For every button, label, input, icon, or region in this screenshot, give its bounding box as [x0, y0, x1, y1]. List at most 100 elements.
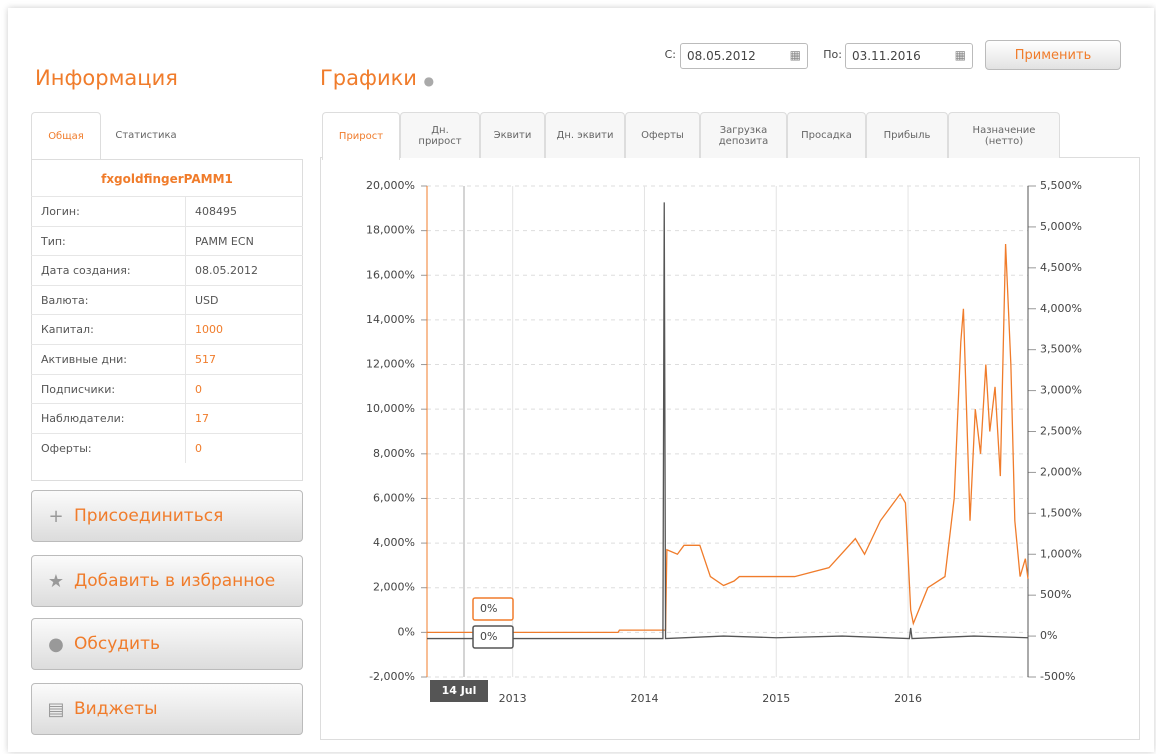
y2-tick-label: 3,000%	[1040, 384, 1082, 397]
account-name: fxgoldfingerPAMM1	[101, 172, 233, 186]
y-tick-label: 2,000%	[373, 581, 415, 594]
button-label: Присоединиться	[74, 506, 224, 526]
row-value: 0	[195, 441, 202, 455]
info-row: Логин: 408495	[31, 196, 303, 226]
annotation: 14 Jul	[442, 684, 477, 697]
y2-tick-label: 0%	[1040, 629, 1057, 642]
chart-tab[interactable]: Просадка	[787, 112, 866, 158]
y-tick-label: 0%	[398, 625, 415, 638]
row-label: Активные дни:	[41, 353, 128, 366]
y2-tick-label: 3,500%	[1040, 343, 1082, 356]
date-to[interactable]: 03.11.2016 ▦	[845, 43, 973, 69]
y2-tick-label: 500%	[1040, 588, 1071, 601]
annotation-box	[472, 625, 514, 649]
annotation: 0%	[480, 630, 497, 643]
x-tick-label: 2014	[630, 692, 658, 705]
calendar-icon[interactable]: ▦	[954, 48, 966, 62]
action-button[interactable]: ★ Добавить в избранное	[31, 555, 303, 607]
button-label: Обсудить	[74, 634, 160, 654]
row-value: 408495	[195, 205, 237, 218]
col-divider	[185, 374, 186, 404]
annotation-box	[472, 597, 514, 621]
series-line	[427, 202, 1029, 640]
chart-tab[interactable]: Назначение (нетто)	[948, 112, 1060, 158]
button-icon: +	[48, 505, 64, 527]
x-hover-box	[430, 680, 488, 702]
x-tick-label: 2016	[894, 692, 922, 705]
charts-title: Графики ●	[320, 66, 434, 90]
row-label: Капитал:	[41, 323, 94, 337]
help-icon[interactable]: ●	[423, 74, 435, 88]
y2-tick-label: 1,500%	[1040, 506, 1082, 519]
from-label: С:	[664, 48, 676, 61]
row-value: 17	[195, 412, 209, 426]
date-to-text: 03.11.2016	[852, 49, 921, 63]
button-label: Виджеты	[74, 699, 158, 719]
info-row: Тип: PAMM ECN	[31, 225, 303, 256]
y2-tick-label: 1,000%	[1040, 547, 1082, 560]
info-box	[31, 159, 303, 481]
chart: 20,000% 18,000% 16,000% 14,000% 12,000% 10,00…	[366, 179, 1082, 705]
action-button[interactable]: ▤ Виджеты	[31, 683, 303, 735]
y-tick-label: 10,000%	[366, 402, 415, 415]
info-row: Оферты: 0	[31, 432, 303, 463]
chart-tab[interactable]: Дн. прирост	[400, 112, 480, 158]
row-value: PAMM ECN	[195, 234, 254, 248]
info-title: Информация	[35, 66, 178, 90]
col-divider	[185, 285, 186, 315]
y-tick-label: 4,000%	[373, 536, 415, 549]
annotation: 0%	[480, 602, 497, 615]
button-label: Добавить в избранное	[74, 571, 276, 591]
action-button[interactable]: + Присоединиться	[31, 490, 303, 542]
col-divider	[185, 256, 186, 286]
chart-tab[interactable]: Загрузка депозита	[700, 112, 787, 158]
y2-tick-label: 2,500%	[1040, 425, 1082, 438]
row-value: 08.05.2012	[195, 264, 258, 278]
info-row: Капитал: 1000	[31, 314, 303, 345]
col-divider	[185, 345, 186, 374]
info-row: Дата создания: 08.05.2012	[31, 255, 303, 286]
y-tick-label: 8,000%	[373, 447, 415, 460]
col-divider	[185, 226, 186, 256]
x-tick-label: 2013	[499, 692, 527, 705]
row-value: USD	[195, 293, 219, 307]
chart-tab[interactable]: Эквити	[480, 112, 545, 158]
to-label: По:	[823, 48, 842, 61]
calendar-icon[interactable]: ▦	[789, 48, 801, 62]
col-divider	[185, 433, 186, 463]
y-tick-label: 18,000%	[366, 224, 415, 237]
chart-tab[interactable]: Оферты	[625, 112, 700, 158]
apply-button[interactable]: Применить	[985, 40, 1121, 70]
row-label: Логин:	[41, 205, 80, 218]
chart-tab[interactable]: Дн. эквити	[545, 112, 625, 158]
col-divider	[185, 315, 186, 345]
y-tick-label: 6,000%	[373, 491, 415, 504]
date-from[interactable]: 08.05.2012 ▦	[680, 43, 808, 69]
y2-tick-label: -500%	[1040, 670, 1075, 683]
tab[interactable]: Статистика	[115, 129, 177, 141]
row-label: Наблюдатели:	[41, 412, 125, 426]
row-value: 1000	[195, 323, 223, 337]
y-tick-label: 16,000%	[366, 268, 415, 281]
row-label: Подписчики:	[41, 382, 116, 396]
chart-tab[interactable]: Прибыль	[866, 112, 948, 158]
y-tick-label: 20,000%	[366, 179, 415, 192]
y-tick-label: -2,000%	[369, 670, 415, 683]
col-divider	[185, 197, 186, 226]
y2-tick-label: 2,000%	[1040, 465, 1082, 478]
y-tick-label: 14,000%	[366, 313, 415, 326]
action-button[interactable]: ● Обсудить	[31, 618, 303, 670]
y-tick-label: 12,000%	[366, 358, 415, 371]
button-icon: ★	[47, 570, 65, 592]
series-line	[427, 243, 1029, 634]
y2-tick-label: 5,500%	[1040, 179, 1082, 192]
row-label: Валюта:	[41, 293, 89, 307]
row-label: Оферты:	[41, 441, 92, 455]
info-row: Валюта: USD	[31, 284, 303, 315]
tab[interactable]: Общая	[31, 112, 101, 160]
row-label: Дата создания:	[41, 264, 131, 278]
chart-tab[interactable]: Прирост	[322, 112, 400, 160]
col-divider	[185, 404, 186, 434]
x-tick-label: 2015	[762, 692, 790, 705]
